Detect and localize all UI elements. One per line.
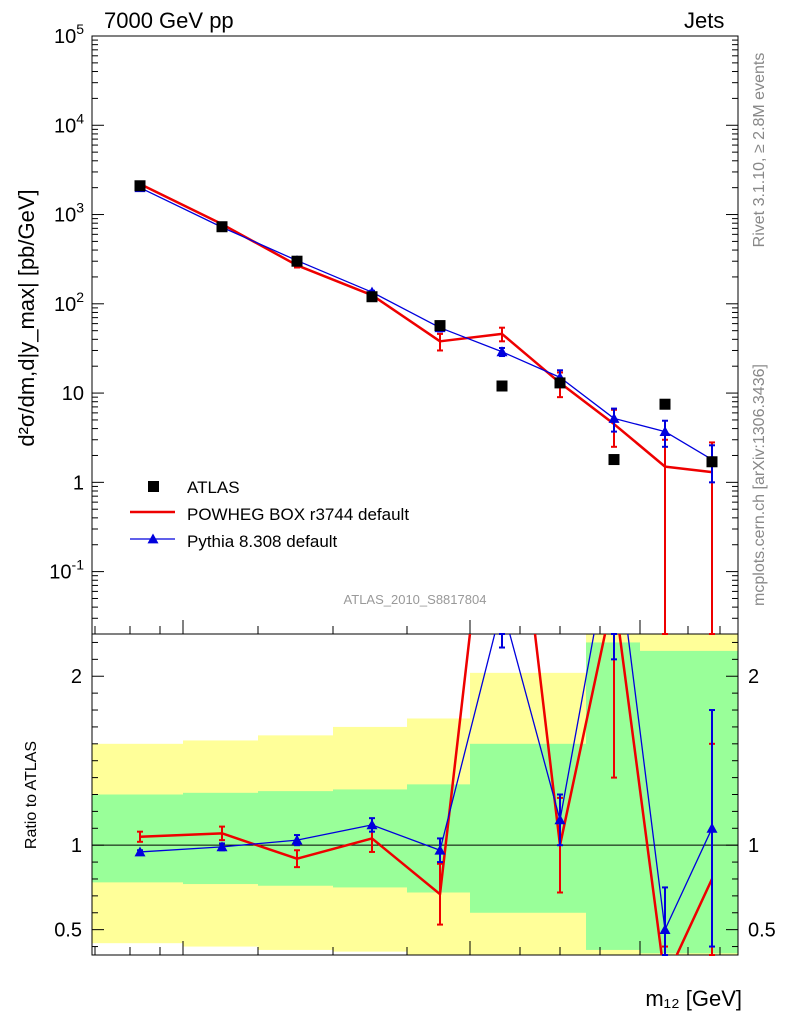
atlas-marker [659, 398, 671, 410]
y-tick-label: 10-1 [49, 557, 84, 584]
pythia-marker [496, 346, 508, 357]
ratio-axis-label: Ratio to ATLAS [23, 741, 40, 849]
pythia-line [139, 187, 713, 461]
y-tick-label: 104 [54, 110, 84, 137]
pythia-marker [608, 412, 620, 423]
main-series-group [139, 182, 713, 474]
axis-text: 10-1 1 10 102 103 104 105 0.5 0.5 1 1 2 2 ATLAS POWHEG… [14, 21, 776, 1011]
axes [91, 35, 739, 956]
x-axis-label: m₁₂ [GeV] [645, 986, 742, 1011]
ratio-tick-label: 0.5 [54, 920, 82, 942]
powheg-ratio-line [139, 634, 714, 955]
pythia-ratio-marker [659, 924, 671, 935]
y-axis-label: d²σ/dm,d|y_max| [pb/GeV] [14, 189, 39, 446]
legend-atlas-marker [148, 481, 159, 492]
legend-label: ATLAS [187, 478, 240, 497]
inner-band [92, 794, 183, 883]
pythia-ratio-marker [216, 841, 228, 852]
inner-band [470, 743, 540, 913]
legend-label: POWHEG BOX r3744 default [187, 505, 409, 524]
ratio-tick-label-right: 2 [748, 666, 759, 688]
legend-pythia-marker [147, 533, 159, 544]
y-tick-label: 10 [62, 383, 84, 405]
header-right: Jets [684, 8, 725, 33]
ratio-tick-label-right: 1 [748, 835, 759, 857]
y-tick-label: 103 [54, 200, 84, 227]
atlas-marker [434, 320, 446, 332]
pythia-ratio-marker [366, 819, 378, 830]
legend-label: Pythia 8.308 default [187, 532, 338, 551]
pythia-ratio-marker [554, 814, 566, 825]
pythia-ratio-marker [291, 834, 303, 845]
pythia-ratio-marker [706, 822, 718, 833]
ratio-tick-label: 2 [71, 666, 82, 688]
ratio-bands [92, 634, 738, 955]
y-tick-label: 105 [54, 21, 84, 48]
pythia-ratio-marker [134, 846, 146, 857]
ratio-tick-label-right: 0.5 [748, 920, 776, 942]
y-tick-label: 1 [73, 472, 84, 494]
atlas-marker [706, 456, 718, 468]
inner-band [183, 792, 258, 885]
atlas-marker [216, 221, 228, 233]
atlas-marker [291, 255, 303, 267]
atlas-marker [366, 291, 378, 303]
atlas-marker [496, 380, 508, 392]
series-markers [130, 180, 718, 935]
pythia-ratio-marker [434, 844, 446, 855]
pythia-ratio-line [139, 634, 713, 931]
atlas-marker [608, 454, 620, 466]
header-left: 7000 GeV pp [104, 8, 234, 33]
ratio-series-group [139, 634, 714, 955]
side-text-top: Rivet 3.1.10, ≥ 2.8M events [751, 53, 768, 248]
y-tick-label: 102 [54, 289, 84, 316]
powheg-line [139, 182, 713, 474]
pythia-marker [659, 426, 671, 437]
atlas-marker [554, 377, 566, 389]
analysis-id: ATLAS_2010_S8817804 [344, 592, 487, 607]
atlas-marker [134, 180, 146, 192]
ratio-tick-label: 1 [71, 835, 82, 857]
side-text-bottom: mcplots.cern.ch [arXiv:1306.3436] [751, 364, 768, 606]
